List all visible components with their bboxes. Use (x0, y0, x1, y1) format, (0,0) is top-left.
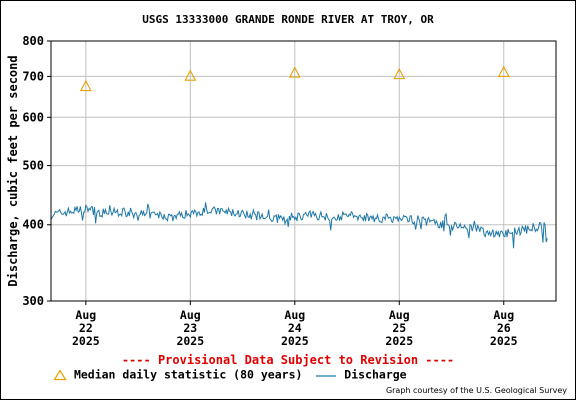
grid-lines (51, 41, 556, 301)
series-layer (50, 65, 548, 249)
plot-area-border (50, 40, 557, 302)
y-tick-label: 700 (22, 69, 44, 83)
y-tick-label: 500 (22, 159, 44, 173)
x-tick-label: 2025 (490, 334, 518, 348)
chart-title: USGS 13333000 GRANDE RONDE RIVER AT TROY… (142, 13, 434, 26)
x-tick-label: Aug (389, 308, 410, 322)
x-tick-label: Aug (284, 308, 305, 322)
median-triangle-marker (184, 69, 197, 81)
x-tick-label: 2025 (385, 334, 413, 348)
x-tick-label: 2025 (281, 334, 309, 348)
median-triangle-marker (393, 67, 406, 80)
y-tick-label: 800 (22, 34, 44, 48)
x-tick-label: 22 (79, 321, 93, 335)
x-tick-label: Aug (493, 308, 514, 322)
x-tick-label: 2025 (176, 334, 204, 348)
x-tick-label: 26 (497, 321, 511, 335)
credit-note: Graph courtesy of the U.S. Geological Su… (385, 386, 567, 395)
y-tick-label: 300 (22, 294, 44, 308)
triangle-marker-icon (53, 368, 67, 380)
provisional-note: ---- Provisional Data Subject to Revisio… (121, 353, 455, 367)
x-tick-label: 25 (392, 321, 406, 335)
x-tick-label: Aug (75, 308, 96, 322)
legend-label-median: Median daily statistic (80 years) (73, 367, 303, 382)
legend: Median daily statistic (80 years) Discha… (53, 367, 407, 382)
line-marker-icon (316, 374, 337, 377)
y-tick-label: 400 (22, 218, 44, 232)
legend-label-discharge: Discharge (344, 367, 407, 382)
x-tick-label: Aug (180, 308, 201, 322)
median-triangle-marker (497, 65, 510, 77)
tick-labels: 300400500600700800Aug222025Aug232025Aug2… (22, 34, 517, 348)
discharge-series-line (50, 202, 548, 249)
y-tick-label: 600 (22, 110, 44, 124)
x-tick-label: 24 (288, 321, 302, 335)
x-tick-label: 23 (183, 321, 197, 335)
median-triangle-marker (79, 79, 92, 92)
x-tick-label: 2025 (72, 334, 100, 348)
median-triangle-marker (288, 66, 301, 78)
